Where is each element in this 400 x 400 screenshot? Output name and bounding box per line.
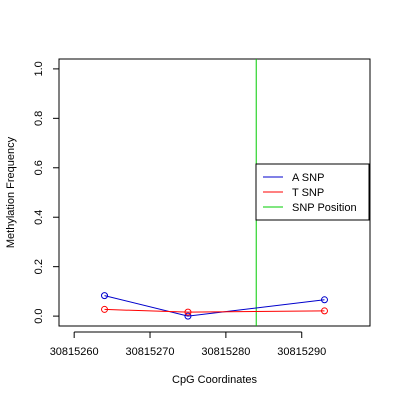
- x-axis: 30815260 30815270 30815280 30815290: [50, 331, 326, 358]
- x-tick-label: 30815290: [277, 346, 326, 358]
- series-line-a-snp: [104, 295, 325, 317]
- y-tick-label: 1.0: [33, 61, 45, 76]
- x-axis-label: CpG Coordinates: [172, 374, 257, 386]
- x-tick-label: 30815280: [201, 346, 250, 358]
- legend-label-a-snp: A SNP: [292, 172, 324, 184]
- legend-label-snp-position: SNP Position: [292, 202, 357, 214]
- y-tick-label: 0.6: [33, 160, 45, 175]
- series-line-t-snp: [104, 308, 325, 313]
- y-axis-label: Methylation Frequency: [5, 136, 17, 248]
- y-axis: 0.0 0.2 0.4 0.6 0.8 1.0: [33, 61, 60, 324]
- data-point-t-snp: [184, 308, 192, 316]
- data-point-t-snp: [320, 307, 328, 315]
- legend-label-t-snp: T SNP: [292, 187, 324, 199]
- y-tick-label: 0.2: [33, 259, 45, 274]
- y-tick-label: 0.0: [33, 308, 45, 323]
- x-tick-label: 30815270: [126, 346, 175, 358]
- data-point-t-snp: [101, 305, 109, 313]
- data-point-a-snp: [184, 312, 192, 320]
- y-tick-label: 0.4: [33, 210, 45, 225]
- legend: A SNP T SNP SNP Position: [255, 163, 370, 221]
- series-layer: [101, 292, 328, 320]
- data-point-a-snp: [101, 292, 109, 300]
- x-tick-label: 30815260: [50, 346, 99, 358]
- data-point-a-snp: [320, 296, 328, 304]
- y-tick-label: 0.8: [33, 111, 45, 126]
